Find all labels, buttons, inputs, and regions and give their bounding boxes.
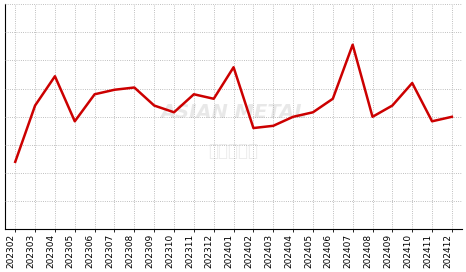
Text: 亚洲金属网: 亚洲金属网 <box>209 142 259 160</box>
Text: ASIAN METAL: ASIAN METAL <box>160 103 307 122</box>
